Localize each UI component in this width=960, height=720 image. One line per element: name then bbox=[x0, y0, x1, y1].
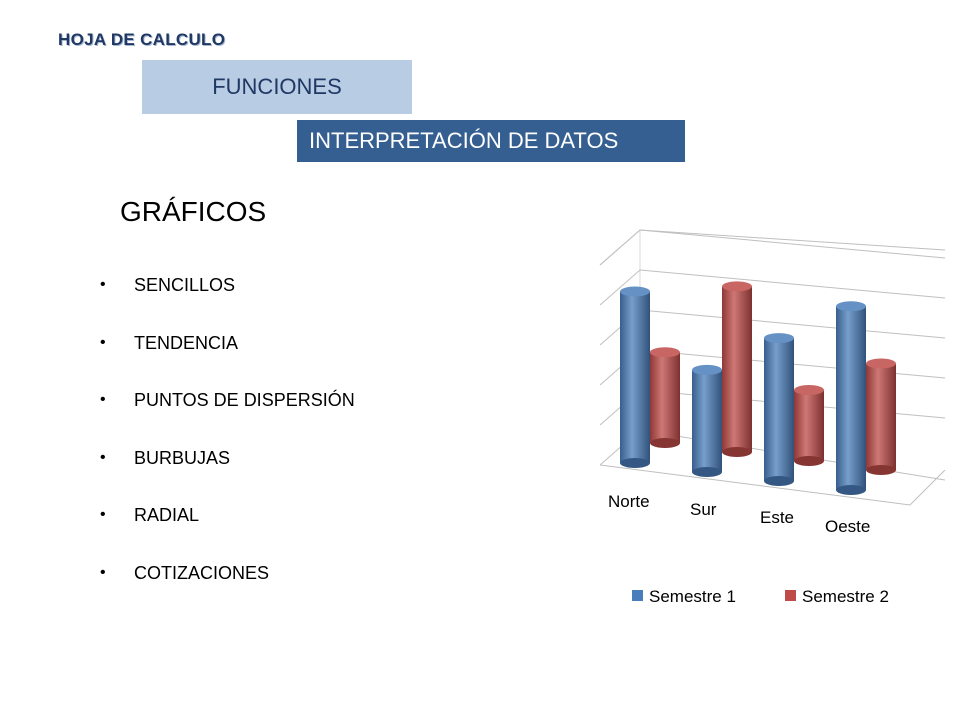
section-title: GRÁFICOS bbox=[120, 196, 267, 227]
bar-top-semestre-1-oeste bbox=[836, 301, 866, 312]
bullet-icon: • bbox=[100, 506, 106, 523]
list-item-label: SENCILLOS bbox=[134, 275, 236, 295]
3d-cylinder-bar-chart: Norte Sur Este Oeste Semestre 1 Semestre 2 bbox=[599, 229, 946, 606]
legend-entry: Semestre 2 bbox=[802, 587, 889, 606]
bar-base-semestre-2-sur bbox=[722, 447, 752, 457]
bar-top-semestre-2-norte bbox=[650, 347, 680, 358]
functions-box: FUNCIONES bbox=[142, 60, 412, 114]
bar-top-semestre-2-sur bbox=[722, 281, 752, 292]
list-item: • BURBUJAS bbox=[100, 447, 355, 505]
list-item: • PUNTOS DE DISPERSIÓN bbox=[100, 389, 355, 447]
functions-label: FUNCIONES bbox=[212, 74, 342, 99]
list-item-label: TENDENCIA bbox=[134, 332, 239, 353]
list-item: • SENCILLOS bbox=[100, 274, 355, 332]
bar-base-semestre-1-norte bbox=[620, 458, 650, 468]
bar-body-semestre-2-oeste bbox=[866, 363, 896, 470]
bar-base-semestre-2-oeste bbox=[866, 465, 896, 475]
chart-types-list: • SENCILLOS • TENDENCIA • PUNTOS DE DISPERS… bbox=[100, 274, 355, 619]
bar-top-semestre-2-este bbox=[794, 385, 824, 396]
list-item: • COTIZACIONES bbox=[100, 562, 355, 620]
bar-base-semestre-2-norte bbox=[650, 438, 680, 448]
bar-body-semestre-2-sur bbox=[722, 286, 752, 452]
bar-body-semestre-1-oeste bbox=[836, 306, 866, 490]
page-header-title: HOJA DE CALCULO bbox=[58, 30, 226, 49]
x-tick-label: Oeste bbox=[825, 517, 870, 536]
bar-top-semestre-1-este bbox=[764, 333, 794, 344]
bar-base-semestre-1-este bbox=[764, 476, 794, 486]
list-item-label: COTIZACIONES bbox=[134, 562, 270, 583]
legend-swatch bbox=[785, 590, 796, 601]
interpretation-label: INTERPRETACIÓN DE DATOS bbox=[309, 128, 619, 153]
list-item-label: RADIAL bbox=[134, 505, 200, 525]
bar-top-semestre-1-sur bbox=[692, 364, 722, 375]
back-wall-top-edge bbox=[599, 229, 946, 266]
x-tick-label: Sur bbox=[690, 500, 717, 519]
list-item: • RADIAL bbox=[100, 504, 355, 562]
bar-base-semestre-1-oeste bbox=[836, 485, 866, 495]
bar-body-semestre-1-norte bbox=[620, 291, 650, 463]
bar-base-semestre-1-sur bbox=[692, 467, 722, 477]
bar-base-semestre-2-este bbox=[794, 456, 824, 466]
bar-body-semestre-2-este bbox=[794, 390, 824, 461]
bar-top-semestre-2-oeste bbox=[866, 358, 896, 369]
interpretation-box: INTERPRETACIÓN DE DATOS bbox=[297, 120, 685, 162]
x-tick-label: Norte bbox=[608, 492, 650, 511]
bar-body-semestre-1-este bbox=[764, 338, 794, 481]
bullet-icon: • bbox=[100, 563, 106, 581]
bar-top-semestre-1-norte bbox=[620, 286, 650, 297]
legend-entry: Semestre 1 bbox=[649, 587, 736, 606]
x-tick-label: Este bbox=[760, 508, 794, 527]
bullet-icon: • bbox=[100, 333, 106, 351]
list-item-label: PUNTOS DE DISPERSIÓN bbox=[134, 390, 355, 410]
bullet-icon: • bbox=[100, 448, 106, 466]
legend-swatch bbox=[632, 590, 643, 601]
list-item: • TENDENCIA bbox=[100, 332, 355, 390]
bar-body-semestre-2-norte bbox=[650, 352, 680, 443]
bullet-icon: • bbox=[100, 276, 106, 293]
gridline bbox=[599, 269, 946, 306]
gridline bbox=[599, 229, 946, 266]
chart-floor-edge bbox=[599, 464, 946, 506]
bullet-icon: • bbox=[100, 391, 106, 408]
list-item-label: BURBUJAS bbox=[134, 447, 231, 468]
bar-body-semestre-1-sur bbox=[692, 369, 722, 472]
